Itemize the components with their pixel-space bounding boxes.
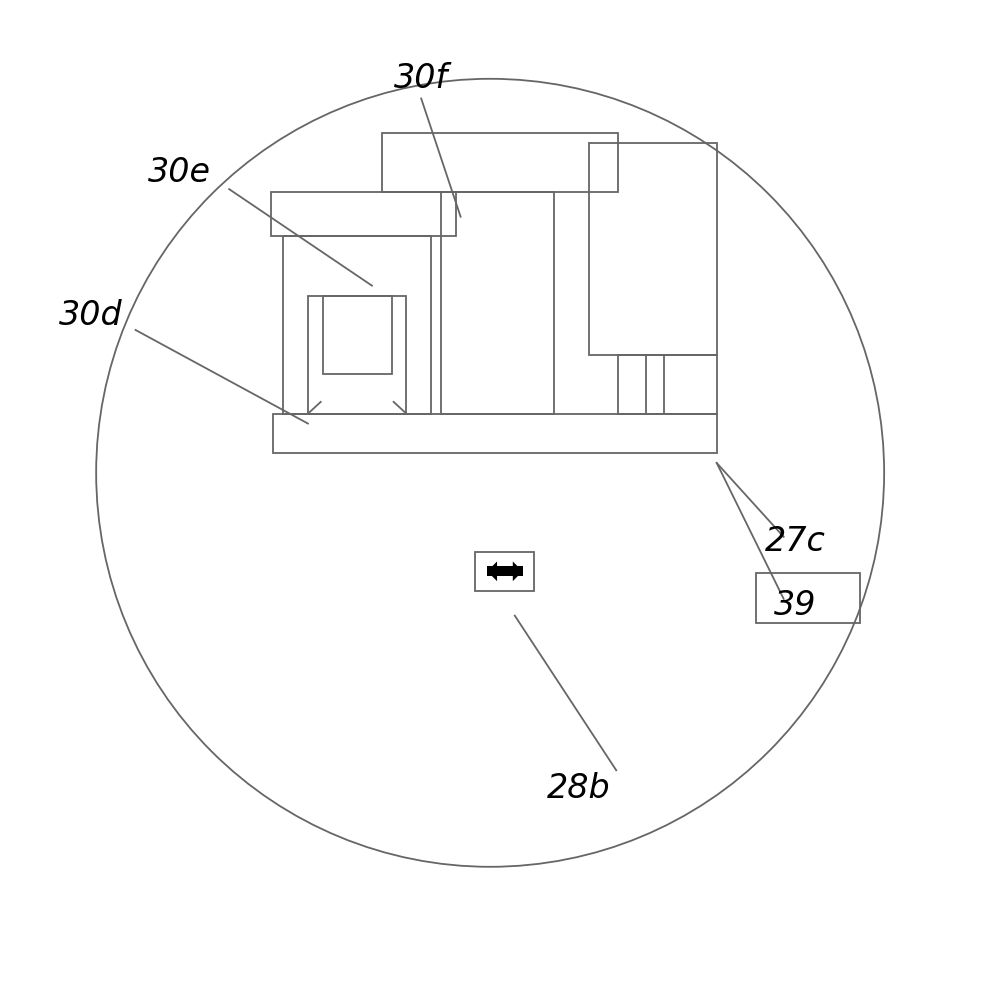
Bar: [756, 573, 860, 623]
Bar: [271, 192, 456, 236]
Text: 28b: 28b: [547, 771, 611, 805]
Bar: [487, 566, 523, 576]
Bar: [618, 355, 717, 414]
Polygon shape: [513, 561, 523, 581]
Text: 30d: 30d: [59, 298, 123, 332]
Bar: [323, 296, 392, 374]
Bar: [308, 296, 406, 414]
Polygon shape: [487, 561, 497, 581]
Text: 30e: 30e: [148, 156, 211, 189]
Bar: [273, 414, 717, 453]
Bar: [283, 236, 431, 414]
Text: 30f: 30f: [394, 62, 448, 96]
Text: 39: 39: [774, 589, 817, 623]
Bar: [382, 133, 618, 192]
Bar: [441, 192, 554, 414]
Bar: [475, 552, 534, 591]
Bar: [589, 143, 717, 355]
Text: 27c: 27c: [765, 525, 826, 558]
